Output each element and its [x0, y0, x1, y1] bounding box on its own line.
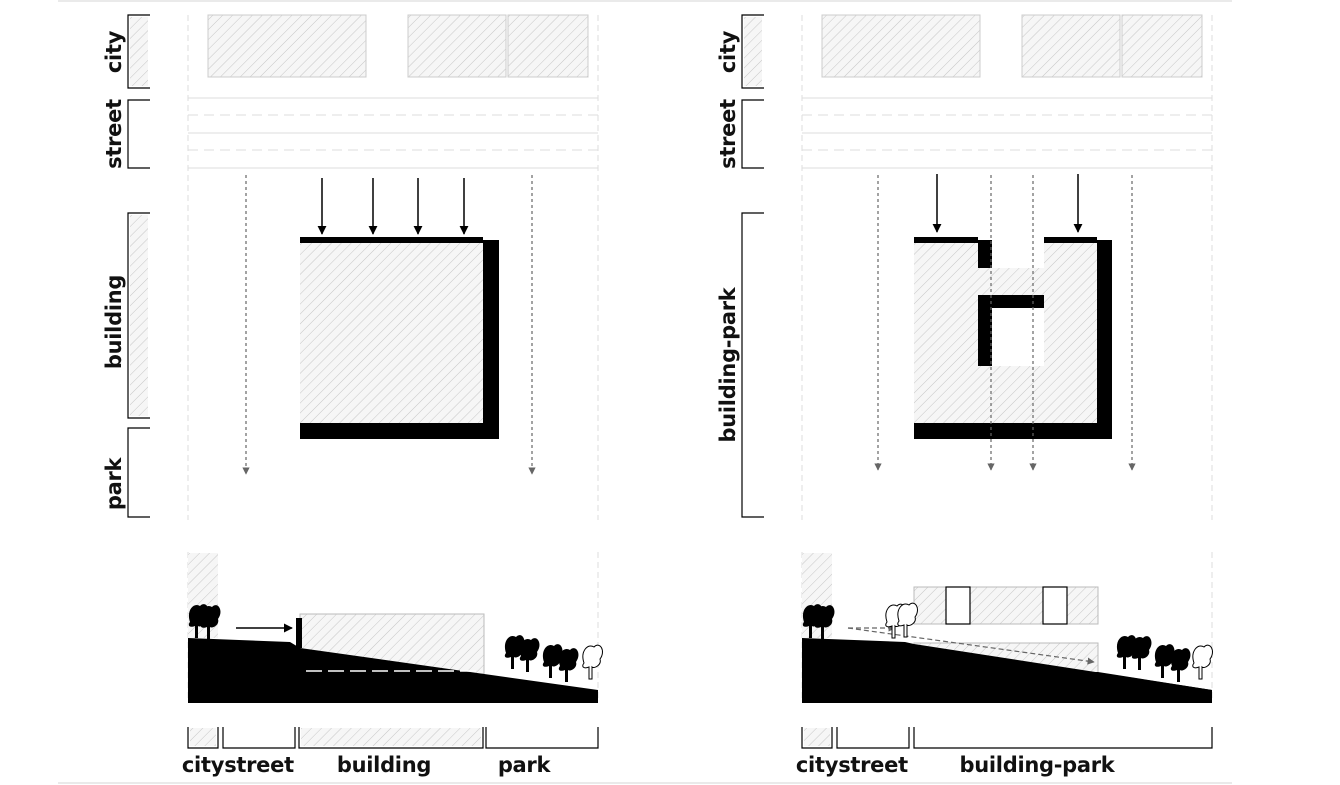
city-block	[507, 14, 589, 78]
bracket-bottom-city-fill	[190, 728, 216, 746]
label-building-vertical: building	[102, 275, 126, 369]
city-block	[1121, 14, 1203, 78]
city-block	[407, 14, 507, 78]
bracket-bottom-city-fill	[804, 728, 830, 746]
label-street-vertical: street	[716, 99, 740, 169]
city-block	[207, 14, 367, 78]
bracket-bottom-park	[485, 727, 599, 749]
label-city-bottom: city	[796, 753, 839, 777]
tree-icon	[582, 644, 603, 680]
entry-arrows	[317, 178, 469, 235]
bridge-volume	[913, 586, 1099, 625]
bracket-bottom-building-fill	[301, 728, 481, 746]
building-shadow-south	[914, 422, 1112, 439]
ground-slope	[914, 644, 1212, 703]
entry-arrows	[932, 174, 1083, 233]
passage-wall-shadow	[978, 240, 992, 268]
bracket-city	[127, 14, 150, 89]
label-building-park-vertical: building-park	[716, 286, 740, 442]
tree-icon	[558, 648, 579, 682]
building-north-wall-east	[1044, 237, 1097, 243]
label-city-vertical: city	[716, 30, 740, 73]
street-lanes	[802, 97, 1212, 169]
trees-left-park	[504, 635, 603, 682]
bracket-bottom-city	[187, 727, 219, 749]
tree-icon	[1131, 636, 1152, 670]
building-shadow-east	[482, 240, 499, 439]
bracket-city-fill	[130, 17, 148, 86]
support-opening	[945, 586, 971, 625]
bracket-bottom-city	[801, 727, 833, 749]
bracket-bottom-building-park	[913, 727, 1213, 749]
bracket-park	[127, 427, 150, 518]
courtyard-void	[992, 308, 1044, 366]
label-street-vertical: street	[102, 99, 126, 169]
trees-right-park	[1116, 635, 1213, 682]
right-side-brackets	[741, 14, 764, 518]
flow-arrows	[874, 175, 1136, 471]
label-street-bottom: street	[224, 753, 294, 777]
left-section-diagram	[187, 552, 603, 703]
label-city-bottom: city	[182, 753, 225, 777]
bracket-building-park	[741, 212, 764, 518]
tree-icon	[897, 602, 918, 638]
bracket-bottom-street	[222, 727, 296, 749]
tree-icon	[1192, 644, 1213, 680]
courtyard-shadow-west	[978, 295, 992, 366]
right-bottom-brackets: city street building-park	[796, 727, 1213, 777]
building-facade-wall	[296, 618, 302, 648]
flow-arrows	[242, 175, 536, 475]
courtyard-shadow-north	[978, 295, 1044, 308]
city-block	[821, 14, 981, 78]
label-city-vertical: city	[102, 30, 126, 73]
building-footprint	[300, 240, 483, 423]
label-building-bottom: building	[337, 753, 431, 777]
building-shadow-south	[300, 422, 499, 439]
bracket-street	[741, 99, 764, 169]
right-section-diagram	[801, 552, 1213, 703]
left-side-brackets	[127, 14, 150, 518]
label-park-bottom: park	[498, 753, 552, 777]
bracket-building	[127, 212, 150, 419]
label-building-park-bottom: building-park	[960, 753, 1116, 777]
bracket-street	[127, 99, 150, 169]
arrow-right-icon	[847, 627, 1095, 665]
street-lanes	[188, 97, 598, 169]
building-north-wall-west	[914, 237, 978, 243]
bracket-bottom-street	[836, 727, 910, 749]
left-bottom-brackets: city street building park	[182, 727, 599, 777]
right-plan-diagram: city street building-park	[716, 14, 1213, 520]
label-park-vertical: park	[102, 457, 126, 511]
left-plan-diagram: city street building park	[102, 14, 599, 520]
bracket-city-fill	[744, 17, 762, 86]
tree-icon	[1170, 648, 1191, 682]
bracket-city	[741, 14, 764, 89]
bracket-building-fill	[130, 215, 148, 416]
label-street-bottom: street	[838, 753, 908, 777]
tree-icon	[519, 638, 540, 672]
bracket-bottom-building	[298, 727, 484, 749]
city-block	[1021, 14, 1121, 78]
building-north-wall	[300, 237, 483, 243]
support-opening	[1042, 586, 1068, 625]
ground-slope	[188, 638, 598, 703]
building-shadow-east	[1096, 240, 1112, 439]
